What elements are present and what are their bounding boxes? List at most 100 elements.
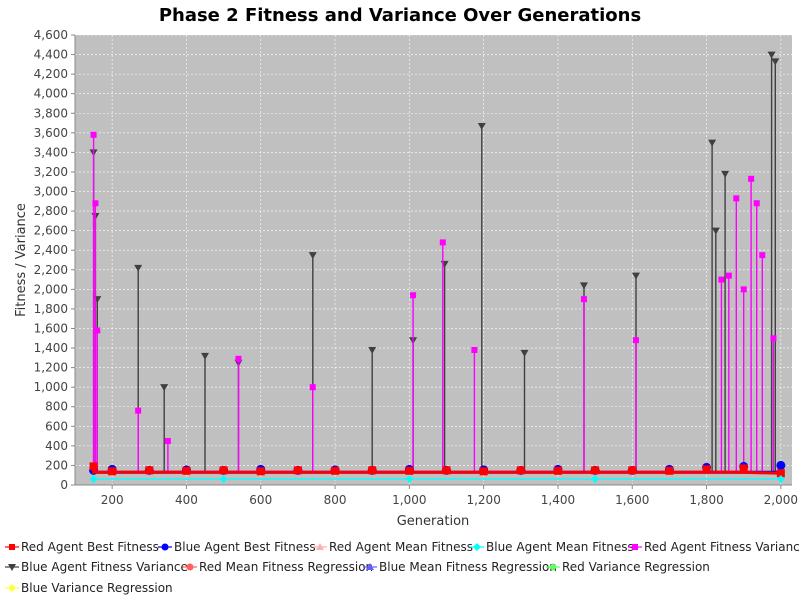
x-tick-label: 1,000 <box>392 493 426 507</box>
legend-label: Blue Agent Best Fitness <box>174 540 316 554</box>
legend-label: Blue Mean Fitness Regression <box>379 560 557 574</box>
y-tick-label: 2,200 <box>34 263 68 277</box>
data-point <box>145 466 154 475</box>
data-point <box>553 466 562 475</box>
data-point <box>628 466 637 475</box>
data-point <box>631 272 640 280</box>
y-tick-label: 1,600 <box>34 321 68 335</box>
data-point <box>410 292 417 299</box>
data-point <box>770 335 777 342</box>
data-point <box>471 347 478 353</box>
y-tick-label: 0 <box>60 478 68 492</box>
data-point <box>331 466 340 475</box>
legend-swatch-marker <box>9 544 15 550</box>
plot-area <box>75 35 792 485</box>
data-point <box>160 384 169 392</box>
x-tick-label: 200 <box>101 493 124 507</box>
y-tick-label: 600 <box>45 419 68 433</box>
y-tick-label: 4,000 <box>34 87 68 101</box>
data-point <box>708 139 717 147</box>
y-tick-label: 3,200 <box>34 165 68 179</box>
data-point <box>711 227 720 235</box>
data-point <box>309 384 316 391</box>
legend-label: Blue Variance Regression <box>21 581 173 595</box>
y-tick-label: 3,800 <box>34 106 68 120</box>
legend-swatch-marker <box>473 543 481 551</box>
data-point <box>579 282 588 290</box>
data-point <box>776 469 785 478</box>
x-axis-label: Generation <box>397 514 470 529</box>
data-point <box>740 286 747 293</box>
y-tick-label: 2,400 <box>34 243 68 257</box>
x-tick-label: 1,600 <box>615 493 649 507</box>
x-tick-label: 800 <box>324 493 347 507</box>
data-point <box>702 465 711 474</box>
data-point <box>94 327 101 334</box>
data-point <box>368 466 377 475</box>
y-tick-label: 1,200 <box>34 361 68 375</box>
data-point <box>108 467 117 476</box>
data-point <box>776 460 786 470</box>
legend-swatch-marker <box>8 564 16 571</box>
data-point <box>256 467 265 476</box>
x-tick-label: 1,400 <box>541 493 575 507</box>
legend-item: Blue Variance Regression <box>5 581 173 595</box>
data-point <box>776 475 785 484</box>
legend-label: Blue Agent Mean Fitness <box>486 540 634 554</box>
gridlines <box>75 34 792 486</box>
y-tick-label: 1,800 <box>34 302 68 316</box>
data-point <box>591 466 600 475</box>
data-point <box>308 252 317 260</box>
y-tick-label: 3,000 <box>34 185 68 199</box>
legend-item: Blue Agent Mean Fitness <box>470 540 634 554</box>
data-point <box>516 466 525 475</box>
y-tick-label: 1,400 <box>34 341 68 355</box>
data-point <box>164 437 171 444</box>
legend-label: Red Agent Fitness Variance <box>644 540 800 554</box>
data-point <box>748 175 755 182</box>
data-point <box>90 131 97 138</box>
legend-swatch-marker <box>366 563 374 570</box>
data-point <box>479 467 488 476</box>
legend-swatch-marker <box>632 544 638 550</box>
y-tick-label: 2,800 <box>34 204 68 218</box>
legend-item: Red Agent Best Fitness <box>5 540 159 554</box>
legend-item: Blue Agent Fitness Variance <box>5 560 188 574</box>
legend-label: Red Agent Best Fitness <box>21 540 159 554</box>
legend-item: Blue Agent Best Fitness <box>158 540 316 554</box>
legend-item: Red Mean Fitness Regression <box>183 560 373 574</box>
x-tick-label: 1,800 <box>689 493 723 507</box>
legend-swatch-marker <box>316 543 324 550</box>
y-tick-label: 400 <box>45 439 68 453</box>
y-tick-label: 800 <box>45 400 68 414</box>
data-point <box>477 122 486 130</box>
data-point <box>739 464 748 473</box>
data-point <box>368 347 377 354</box>
y-tick-label: 3,600 <box>34 126 68 140</box>
legend-label: Red Mean Fitness Regression <box>199 560 373 574</box>
data-point <box>725 272 732 279</box>
x-tick-label: 1,200 <box>466 493 500 507</box>
legend: Red Agent Best Fitness Blue Agent Best Fi… <box>5 540 800 595</box>
data-point <box>718 276 725 283</box>
data-point <box>771 58 780 66</box>
legend-item: Red Agent Fitness Variance <box>628 540 800 554</box>
legend-label: Red Agent Mean Fitness <box>329 540 473 554</box>
legend-item: Red Agent Mean Fitness <box>313 540 473 554</box>
data-point <box>89 475 98 484</box>
y-tick-label: 2,000 <box>34 282 68 296</box>
series-layer <box>89 51 786 484</box>
legend-item: Red Variance Regression <box>546 560 710 574</box>
legend-swatch-marker <box>186 563 194 571</box>
y-tick-label: 4,200 <box>34 67 68 81</box>
legend-label: Blue Agent Fitness Variance <box>21 560 188 574</box>
data-point <box>92 200 99 207</box>
axes: 0 200 400 600 800 1,000 1,200 1,400 1,600 1,800 2,… <box>34 28 798 507</box>
data-point <box>235 355 242 362</box>
series-3 <box>89 475 785 484</box>
data-point <box>89 462 98 471</box>
data-point <box>753 200 760 207</box>
series-0 <box>89 462 785 478</box>
data-point <box>733 195 740 202</box>
